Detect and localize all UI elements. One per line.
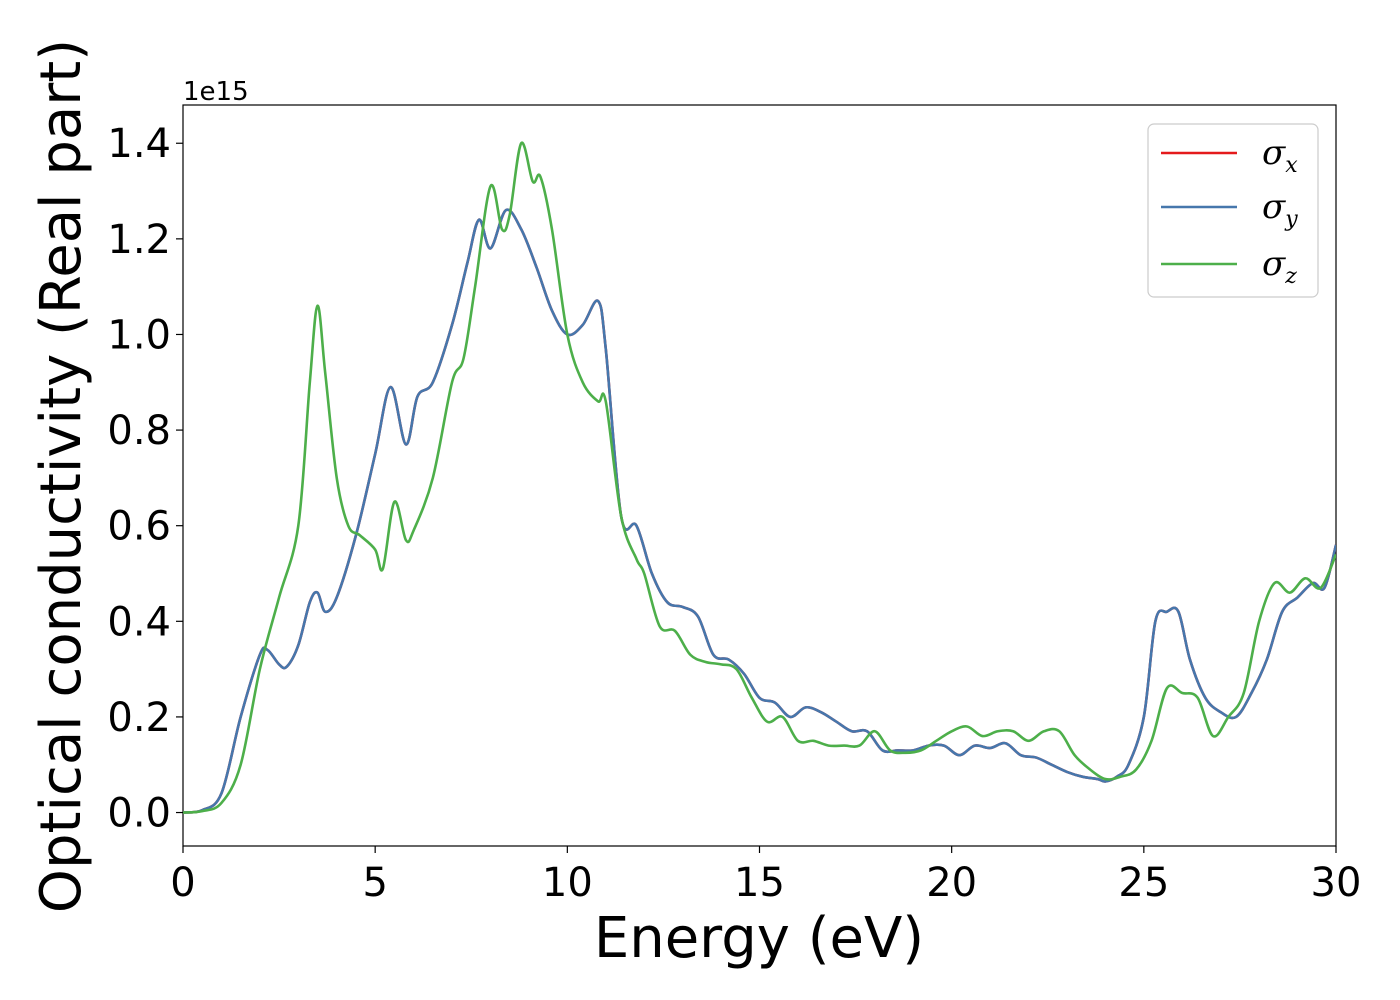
y-tick-label: 0.2: [107, 695, 171, 741]
legend-symbol: σ: [1262, 244, 1286, 284]
y-tick-label: 0.0: [107, 791, 171, 837]
legend-symbol: σ: [1262, 187, 1286, 227]
y-tick-label: 0.6: [107, 504, 171, 550]
y-axis-ticks: 0.0 0.2 0.4 0.6 0.8 1.0 1.2 1.4: [107, 121, 183, 837]
series-layer: [183, 141, 1336, 814]
x-tick-label: 10: [542, 860, 593, 906]
series-line-sigma-z: [183, 141, 1336, 814]
x-tick-label: 15: [734, 860, 785, 906]
y-tick-label: 1.2: [107, 217, 171, 263]
x-tick-label: 0: [170, 860, 195, 906]
x-axis-label: Energy (eV): [594, 906, 924, 971]
y-axis-offset-label: 1e15: [183, 77, 249, 107]
x-tick-label: 25: [1118, 860, 1169, 906]
y-tick-label: 1.4: [107, 121, 171, 167]
x-axis-ticks: 0 5 10 15 20 25 30: [170, 846, 1361, 906]
y-axis-label: Optical conductivity (Real part): [29, 39, 94, 913]
legend-symbol: σ: [1262, 133, 1286, 173]
series-line-sigma-y: [183, 208, 1336, 814]
y-tick-label: 0.8: [107, 408, 171, 454]
x-tick-label: 30: [1311, 860, 1362, 906]
legend-label-sigma-y: σy: [1262, 187, 1298, 232]
legend-subscript: z: [1284, 264, 1297, 289]
x-tick-label: 20: [926, 860, 977, 906]
legend-label-sigma-z: σz: [1262, 244, 1297, 289]
legend-subscript: y: [1284, 207, 1298, 232]
legend-label-sigma-x: σx: [1262, 133, 1298, 178]
legend-subscript: x: [1285, 153, 1298, 178]
x-tick-label: 5: [362, 860, 387, 906]
legend-box: [1147, 123, 1319, 298]
y-tick-label: 0.4: [107, 599, 171, 645]
y-tick-label: 1.0: [107, 312, 171, 358]
